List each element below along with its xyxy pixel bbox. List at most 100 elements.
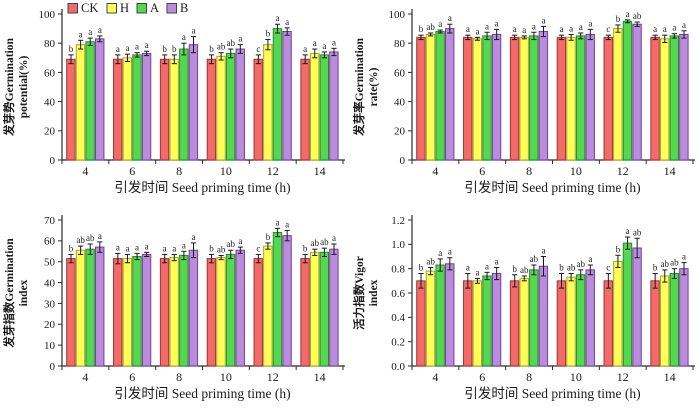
sig-letter: a: [145, 241, 149, 251]
bar-B-4h: [445, 263, 455, 367]
sig-letter: a: [438, 19, 442, 29]
bar-CK-10h: [556, 280, 567, 367]
bar-B-12h: [282, 235, 292, 367]
sig-letter: ab: [217, 42, 226, 52]
bar-A-8h: [529, 269, 539, 367]
bar-H-8h: [519, 36, 529, 161]
sig-letter: b: [209, 44, 214, 54]
bar-CK-12h: [603, 36, 613, 161]
x-tick-label: 10: [570, 370, 582, 384]
sig-letter: a: [145, 40, 149, 50]
sig-letter: b: [303, 243, 308, 253]
bar-H-8h: [169, 58, 179, 161]
bar-B-14h: [679, 268, 689, 367]
bar-B-8h: [188, 44, 199, 161]
sig-letter: a: [495, 18, 499, 28]
sig-letter: a: [191, 26, 195, 36]
bar-B-14h: [679, 33, 689, 161]
bar-B-12h: [282, 31, 292, 161]
bar-CK-6h: [463, 280, 473, 367]
sig-letter: a: [182, 32, 186, 42]
bar-B-4h: [95, 246, 105, 367]
sig-letter: a: [653, 24, 657, 34]
sig-letter: a: [466, 263, 470, 273]
sig-letter: a: [79, 29, 83, 39]
legend-label-H: H: [120, 1, 129, 15]
sig-letter: b: [616, 244, 621, 254]
sig-letter: b: [512, 264, 517, 274]
sig-letter: ab: [226, 38, 235, 48]
x-tick-label: 12: [617, 164, 629, 178]
x-tick-label: 12: [617, 370, 629, 384]
y-axis-label-line: potential(%): [18, 56, 30, 119]
sig-letter: a: [541, 15, 545, 25]
sig-letter: a: [475, 26, 479, 36]
sig-letter: ab: [661, 259, 670, 269]
sig-letter: a: [513, 24, 517, 34]
bar-H-6h: [122, 57, 133, 161]
bar-A-10h: [575, 274, 586, 367]
bar-A-14h: [319, 54, 329, 161]
sig-letter: ab: [311, 238, 320, 248]
legend-swatch-A: [136, 3, 147, 14]
bar-CK-10h: [206, 258, 217, 367]
sig-letter: ab: [217, 244, 226, 254]
sig-letter: ab: [226, 239, 235, 249]
sig-letter: b: [653, 263, 658, 273]
sig-letter: a: [98, 25, 102, 35]
sig-letter: a: [125, 43, 129, 53]
sig-letter: a: [560, 24, 564, 34]
bar-A-10h: [225, 52, 236, 161]
sig-letter: a: [626, 226, 630, 236]
bar-H-12h: [613, 28, 623, 161]
bar-B-6h: [491, 33, 502, 161]
x-tick-label: 8: [176, 164, 182, 178]
sig-letter: c: [256, 44, 260, 54]
y-tick-label: 100: [389, 9, 406, 21]
bar-CK-14h: [300, 58, 310, 161]
bar-A-12h: [622, 20, 633, 161]
y-tick-label: 0.0: [391, 361, 405, 373]
sig-letter: a: [285, 17, 289, 27]
bar-CK-6h: [113, 58, 123, 161]
sig-letter: a: [172, 243, 176, 253]
bar-B-4h: [445, 28, 455, 161]
sig-letter: b: [616, 14, 621, 24]
legend-label-CK: CK: [81, 1, 98, 15]
bar-A-8h: [529, 35, 539, 161]
bar-CK-12h: [603, 280, 613, 367]
bar-A-4h: [85, 41, 95, 161]
y-axis-label-line: index: [18, 279, 30, 306]
bar-H-4h: [425, 33, 436, 161]
sig-letter: a: [182, 240, 186, 250]
sig-letter: a: [626, 9, 630, 19]
sig-letter: a: [116, 242, 120, 252]
sig-letter: ab: [567, 263, 576, 273]
sig-letter: ab: [520, 265, 529, 275]
sig-letter: a: [588, 18, 592, 28]
bar-B-6h: [491, 273, 502, 367]
x-tick-label: 4: [82, 164, 88, 178]
y-axis-label-line: 发芽指数Germination: [2, 238, 16, 349]
sig-letter: b: [266, 29, 271, 39]
bar-B-8h: [538, 265, 549, 367]
legend-label-A: A: [150, 1, 159, 15]
x-tick-label: 8: [526, 370, 532, 384]
bar-A-6h: [482, 35, 492, 161]
bar-A-6h: [482, 275, 492, 367]
x-tick-label: 14: [314, 370, 326, 384]
sig-letter: a: [276, 217, 280, 227]
bar-A-4h: [435, 31, 445, 161]
sig-letter: b: [266, 232, 271, 242]
x-tick-label: 14: [664, 370, 676, 384]
bar-H-12h: [613, 260, 623, 367]
bar-A-8h: [179, 254, 189, 367]
bar-H-10h: [566, 276, 576, 367]
y-tick-label: 20: [44, 126, 56, 138]
x-tick-label: 14: [664, 164, 676, 178]
bar-CK-4h: [66, 258, 76, 367]
y-axis-label-line: 活力指数Vigor: [352, 256, 366, 330]
y-tick-label: 100: [39, 9, 56, 21]
sig-letter: a: [579, 22, 583, 32]
